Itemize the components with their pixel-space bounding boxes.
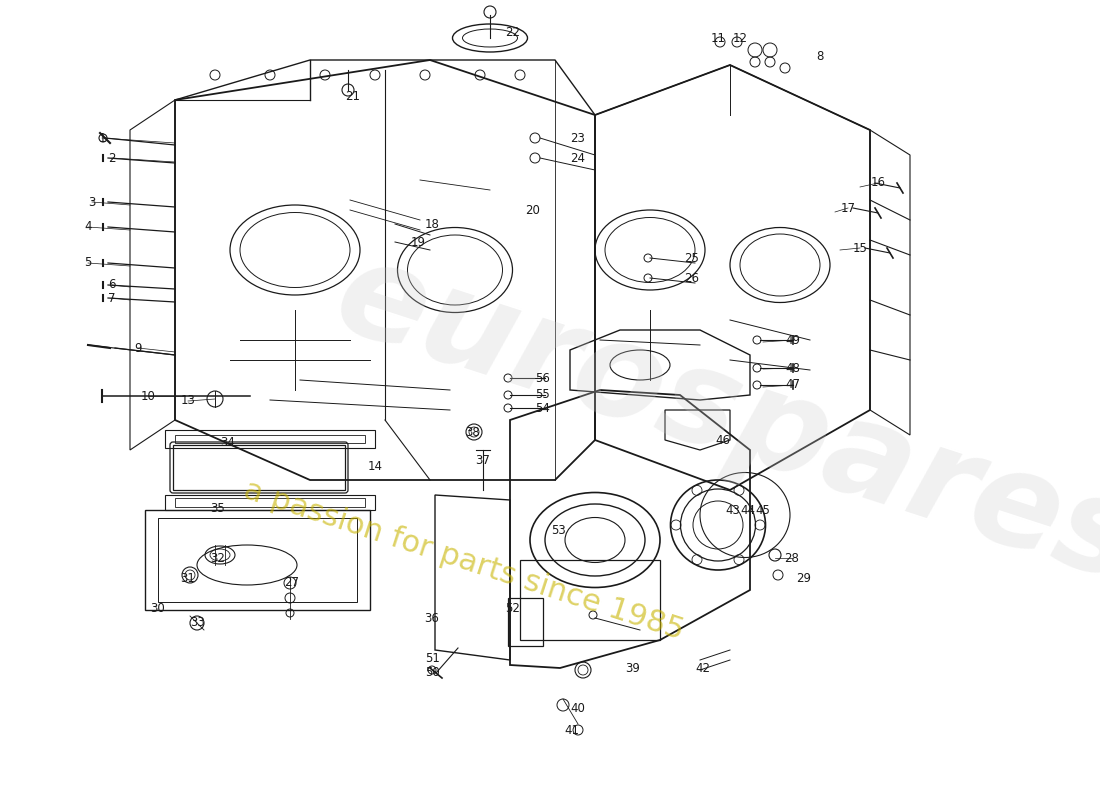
Text: 30: 30 <box>151 602 165 614</box>
Bar <box>165 430 375 448</box>
Text: 4: 4 <box>85 221 91 234</box>
Text: 23: 23 <box>571 131 585 145</box>
Bar <box>165 495 375 510</box>
Text: 7: 7 <box>108 291 115 305</box>
Text: 38: 38 <box>465 426 481 438</box>
Text: 8: 8 <box>816 50 824 63</box>
Text: 17: 17 <box>840 202 856 214</box>
Text: 51: 51 <box>426 651 440 665</box>
Text: 33: 33 <box>190 617 206 630</box>
Text: 1: 1 <box>98 131 106 145</box>
Text: 42: 42 <box>695 662 711 674</box>
Text: 27: 27 <box>285 577 299 590</box>
Text: 10: 10 <box>141 390 155 402</box>
Text: 39: 39 <box>626 662 640 674</box>
Text: 22: 22 <box>506 26 520 38</box>
Text: 21: 21 <box>345 90 361 102</box>
Text: 15: 15 <box>852 242 868 254</box>
Text: 36: 36 <box>425 611 439 625</box>
Text: 5: 5 <box>85 257 91 270</box>
Text: eurospares: eurospares <box>320 230 1100 610</box>
Text: 53: 53 <box>551 523 565 537</box>
Text: 54: 54 <box>536 402 550 414</box>
Text: 48: 48 <box>785 362 801 374</box>
Text: 37: 37 <box>475 454 491 466</box>
Text: 55: 55 <box>536 389 550 402</box>
Text: 13: 13 <box>180 394 196 407</box>
Bar <box>158 518 358 602</box>
Text: 47: 47 <box>785 378 801 391</box>
Text: 56: 56 <box>536 371 550 385</box>
Text: a passion for parts since 1985: a passion for parts since 1985 <box>240 475 688 645</box>
Text: 16: 16 <box>870 177 886 190</box>
Text: 50: 50 <box>426 666 440 679</box>
Text: 44: 44 <box>740 503 756 517</box>
Text: 41: 41 <box>564 723 580 737</box>
Text: 25: 25 <box>684 251 700 265</box>
Bar <box>520 560 660 640</box>
Text: 32: 32 <box>210 551 225 565</box>
Bar <box>175 435 365 443</box>
Text: 3: 3 <box>88 195 96 209</box>
Text: 40: 40 <box>571 702 585 714</box>
Text: 35: 35 <box>210 502 225 514</box>
Text: 2: 2 <box>108 151 115 165</box>
Text: 9: 9 <box>134 342 142 354</box>
Text: 43: 43 <box>726 503 740 517</box>
Text: 28: 28 <box>784 551 800 565</box>
Text: 31: 31 <box>180 571 196 585</box>
Text: 24: 24 <box>571 151 585 165</box>
Bar <box>145 510 370 610</box>
Text: 29: 29 <box>796 571 812 585</box>
Text: 49: 49 <box>785 334 801 346</box>
Text: 20: 20 <box>526 203 540 217</box>
Text: 19: 19 <box>410 235 426 249</box>
Text: 14: 14 <box>367 461 383 474</box>
Text: 52: 52 <box>506 602 520 614</box>
Text: 6: 6 <box>108 278 115 291</box>
Text: 11: 11 <box>711 31 726 45</box>
Text: 12: 12 <box>733 31 748 45</box>
Text: 34: 34 <box>221 437 235 450</box>
Text: 45: 45 <box>756 503 770 517</box>
Text: 18: 18 <box>425 218 439 230</box>
Text: 26: 26 <box>684 271 700 285</box>
Bar <box>508 598 543 646</box>
Text: 46: 46 <box>715 434 730 446</box>
Bar <box>175 498 365 507</box>
